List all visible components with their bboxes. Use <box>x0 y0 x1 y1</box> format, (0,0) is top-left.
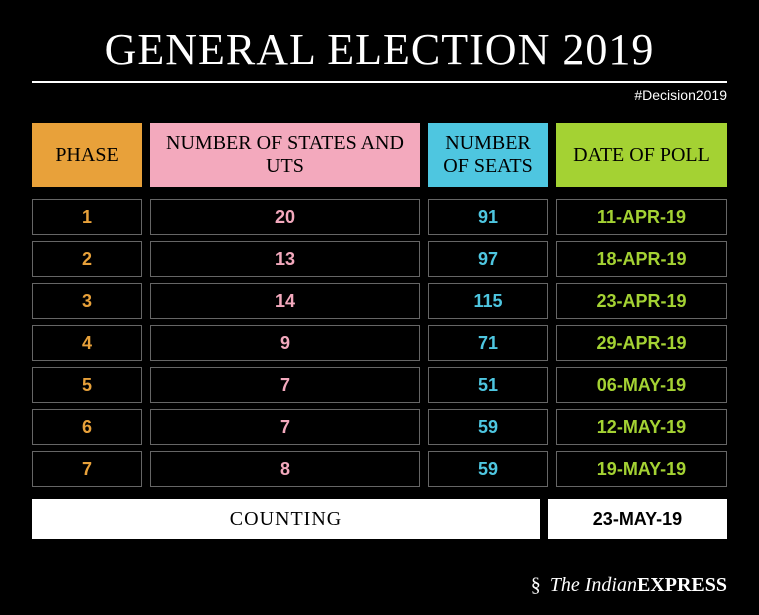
header-date: DATE OF POLL <box>556 123 727 187</box>
cell-seats: 71 <box>428 325 548 361</box>
cell-date: 18-APR-19 <box>556 241 727 277</box>
table-row: 2139718-APR-19 <box>32 241 727 277</box>
cell-phase: 5 <box>32 367 142 403</box>
table-header-row: PHASE NUMBER OF STATES AND UTS NUMBER OF… <box>32 123 727 187</box>
header-states: NUMBER OF STATES AND UTS <box>150 123 420 187</box>
header-phase: PHASE <box>32 123 142 187</box>
cell-date: 11-APR-19 <box>556 199 727 235</box>
cell-date: 19-MAY-19 <box>556 451 727 487</box>
cell-seats: 97 <box>428 241 548 277</box>
table-footer-row: COUNTING 23-MAY-19 <box>32 499 727 539</box>
header-seats: NUMBER OF SEATS <box>428 123 548 187</box>
cell-phase: 7 <box>32 451 142 487</box>
cell-states: 14 <box>150 283 420 319</box>
brand-attribution: § The IndianEXPRESS <box>531 574 727 597</box>
cell-seats: 59 <box>428 409 548 445</box>
cell-states: 20 <box>150 199 420 235</box>
table-row: 497129-APR-19 <box>32 325 727 361</box>
cell-seats: 91 <box>428 199 548 235</box>
cell-seats: 59 <box>428 451 548 487</box>
table-row: 675912-MAY-19 <box>32 409 727 445</box>
hashtag: #Decision2019 <box>32 87 727 103</box>
cell-seats: 51 <box>428 367 548 403</box>
cell-date: 06-MAY-19 <box>556 367 727 403</box>
brand-suffix: EXPRESS <box>637 574 727 596</box>
table-body: 1209111-APR-192139718-APR-1931411523-APR… <box>32 199 727 487</box>
brand-prefix: The Indian <box>550 574 637 596</box>
table-row: 785919-MAY-19 <box>32 451 727 487</box>
cell-date: 23-APR-19 <box>556 283 727 319</box>
cell-phase: 4 <box>32 325 142 361</box>
page-title: GENERAL ELECTION 2019 <box>32 24 727 75</box>
cell-phase: 3 <box>32 283 142 319</box>
footer-counting-label: COUNTING <box>32 499 540 539</box>
cell-phase: 1 <box>32 199 142 235</box>
table-row: 1209111-APR-19 <box>32 199 727 235</box>
cell-states: 7 <box>150 409 420 445</box>
cell-phase: 2 <box>32 241 142 277</box>
cell-date: 12-MAY-19 <box>556 409 727 445</box>
footer-counting-date: 23-MAY-19 <box>548 499 727 539</box>
election-table: PHASE NUMBER OF STATES AND UTS NUMBER OF… <box>32 123 727 539</box>
cell-phase: 6 <box>32 409 142 445</box>
cell-seats: 115 <box>428 283 548 319</box>
cell-states: 9 <box>150 325 420 361</box>
cell-states: 13 <box>150 241 420 277</box>
cell-states: 8 <box>150 451 420 487</box>
cell-date: 29-APR-19 <box>556 325 727 361</box>
cell-states: 7 <box>150 367 420 403</box>
table-row: 31411523-APR-19 <box>32 283 727 319</box>
brand-logo-icon: § <box>531 574 541 596</box>
table-row: 575106-MAY-19 <box>32 367 727 403</box>
title-rule <box>32 81 727 83</box>
